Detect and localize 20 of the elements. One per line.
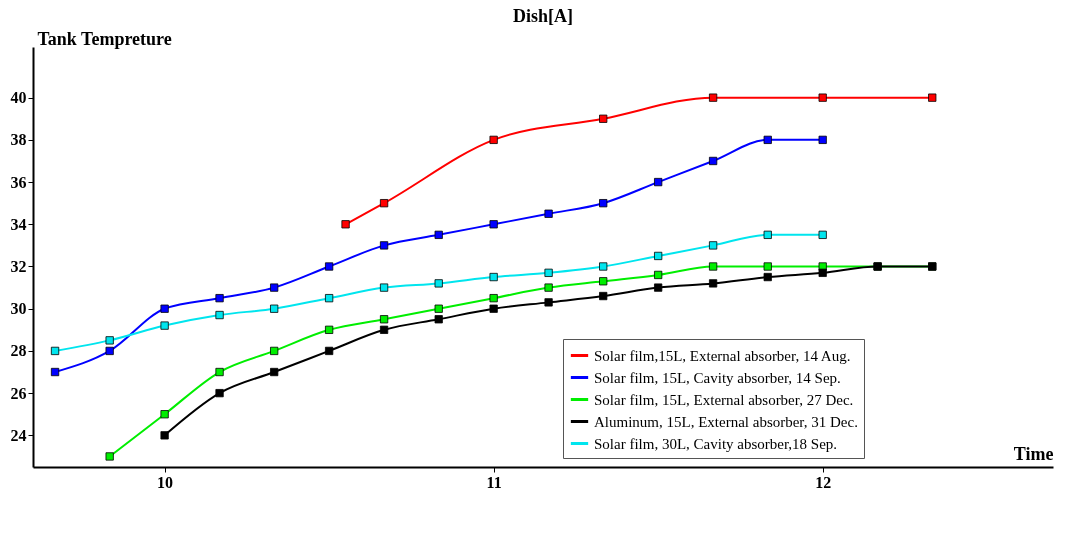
- x-tick-label: 11: [486, 473, 502, 491]
- y-tick-label: 26: [10, 384, 27, 402]
- legend-label: Solar film, 15L, External absorber, 27 Dec.: [594, 391, 854, 408]
- legend-label: Aluminum, 15L, External absorber, 31 Dec.: [594, 413, 858, 430]
- y-axis-title: Tank Tempreture: [37, 28, 172, 49]
- legend-label: Solar film, 30L, Cavity absorber,18 Sep.: [594, 435, 838, 452]
- y-tick-label: 28: [10, 342, 27, 360]
- y-tick-label: 24: [10, 426, 27, 444]
- x-tick-label: 10: [157, 473, 174, 491]
- legend-label: Solar film,15L, External absorber, 14 Aug.: [594, 347, 851, 364]
- y-tick-label: 30: [10, 300, 27, 318]
- legend-label: Solar film, 15L, Cavity absorber, 14 Sep.: [594, 369, 841, 386]
- chart-title: Dish[A]: [512, 6, 574, 26]
- x-tick-label: 12: [815, 473, 832, 491]
- y-tick-label: 40: [10, 89, 27, 107]
- x-axis-title: Time: [1013, 443, 1054, 464]
- y-tick-label: 38: [10, 131, 27, 149]
- y-tick-label: 36: [10, 173, 27, 191]
- y-tick-label: 32: [10, 258, 27, 275]
- y-tick-label: 34: [10, 215, 27, 233]
